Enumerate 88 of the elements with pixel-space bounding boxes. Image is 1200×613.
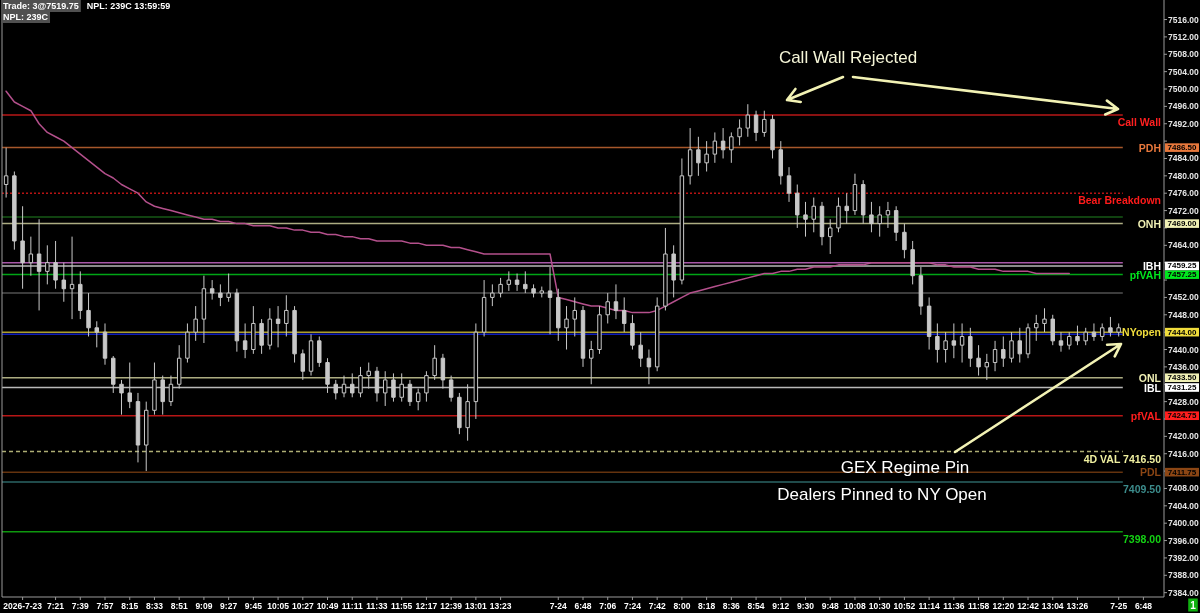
x-tick-label: 7:06 (599, 601, 617, 611)
x-tick-label: 6:48 (574, 601, 592, 611)
y-tick-label: 7476.00 (1168, 188, 1199, 199)
y-tick-label: 7452.00 (1168, 292, 1199, 303)
y-tick-label: 7416.00 (1168, 448, 1199, 459)
y-tick-label: 7472.00 (1168, 205, 1199, 216)
ref-line-label: ONL (1138, 371, 1162, 384)
x-tick-label: 10:30 (868, 601, 891, 611)
ref-line-label: ONH (1137, 217, 1161, 230)
x-tick-label: 10:27 (291, 601, 314, 611)
y-tick-label: 7484.00 (1168, 153, 1199, 164)
x-tick-label: 8:36 (722, 601, 741, 611)
y-tick-label: 7448.00 (1168, 309, 1199, 320)
x-tick-label: 10:52 (893, 601, 916, 611)
x-tick-label: 7:39 (71, 601, 90, 611)
ref-line-label: IBL (1144, 381, 1162, 394)
y-tick-label: 7428.00 (1168, 396, 1199, 407)
ref-line-label: 7409.50 (1123, 482, 1162, 495)
x-tick-label: 11:55 (391, 601, 413, 611)
y-tick-label: 7408.00 (1168, 483, 1199, 494)
annotation: Dealers Pinned to NY Open (777, 484, 987, 504)
x-tick-label: 9:27 (220, 601, 238, 611)
y-tick-label: 7420.00 (1168, 431, 1199, 442)
x-tick-label: 8:00 (673, 601, 691, 611)
y-tick-label: 7392.00 (1168, 552, 1199, 563)
y-tick-label: 7496.00 (1168, 101, 1199, 112)
x-tick-label: 7-25 (1110, 601, 1128, 611)
x-tick-label: 8:54 (747, 601, 765, 611)
x-tick-label: 7:57 (96, 601, 114, 611)
x-tick-label: 6:48 (1134, 601, 1153, 611)
x-tick-label: 12:42 (1017, 601, 1040, 611)
x-tick-label: 12:39 (440, 601, 463, 611)
x-tick-label: 12:17 (415, 601, 438, 611)
ref-line-label: pfVAL (1130, 409, 1162, 422)
x-tick-label: 8:18 (698, 601, 716, 611)
x-tick-label: 13:26 (1066, 601, 1089, 611)
x-tick-label: 13:23 (489, 601, 512, 611)
x-tick-label: 8:33 (145, 601, 164, 611)
x-tick-label: 10:05 (267, 601, 290, 611)
x-tick-label: 9:09 (195, 601, 213, 611)
y-tick-label: 7440.00 (1168, 344, 1199, 355)
x-tick-label: 9:48 (821, 601, 840, 611)
y-tick-label: 7512.00 (1168, 31, 1199, 42)
x-tick-label: 7:42 (648, 601, 666, 611)
y-tick-label: 7508.00 (1168, 49, 1199, 60)
ref-line-label: PDH (1138, 141, 1161, 154)
ref-line-label: IBH (1142, 259, 1161, 272)
x-tick-label: 10:08 (844, 601, 867, 611)
x-tick-label: 11:14 (918, 601, 941, 611)
x-tick-label: 13:04 (1041, 601, 1064, 611)
y-tick-label: 7404.00 (1168, 500, 1199, 511)
x-tick-label: 13:01 (464, 601, 487, 611)
x-tick-label: 9:30 (797, 601, 815, 611)
x-tick-label: 11:36 (943, 601, 965, 611)
y-tick-label: 7400.00 (1168, 518, 1199, 529)
ref-line-label: pfVAH (1129, 269, 1161, 282)
annotation: GEX Regime Pin (840, 457, 970, 477)
ref-line-label: 4D VAL 7416.50 (1083, 452, 1162, 465)
ref-line-label: 7398.00 (1123, 532, 1162, 545)
ref-line-label: Bear Breakdown (1078, 194, 1161, 207)
y-tick-label: 7388.00 (1168, 570, 1199, 581)
x-tick-label: 7:21 (47, 601, 65, 611)
annotation: NPL: 239C 13:59:59 (86, 1, 171, 11)
y-tick-label: 7396.00 (1168, 535, 1199, 546)
y-tick-label: 7492.00 (1168, 118, 1199, 129)
ref-line-label: PDL (1140, 466, 1162, 479)
y-tick-label: 7504.00 (1168, 66, 1199, 77)
y-tick-label: 7480.00 (1168, 170, 1199, 181)
x-tick-label: 12:20 (992, 601, 1015, 611)
annotation: Call Wall Rejected (778, 47, 918, 67)
x-tick-label: 10:49 (316, 601, 339, 611)
x-tick-label: 9:45 (244, 601, 263, 611)
y-tick-label: 7500.00 (1168, 84, 1199, 95)
y-tick-label: 7516.00 (1168, 14, 1199, 25)
x-tick-label: 11:33 (366, 601, 388, 611)
y-tick-label: 7464.00 (1168, 240, 1199, 251)
x-tick-label: 11:58 (967, 601, 990, 611)
x-tick-label: 7-24 (549, 601, 568, 611)
ref-line-label: Call Wall (1117, 116, 1162, 129)
y-tick-label: 7384.00 (1168, 587, 1199, 598)
x-tick-label: 7:24 (623, 601, 642, 611)
ref-line-label: NYopen (1122, 326, 1161, 339)
x-tick-label: 8:15 (121, 601, 139, 611)
x-tick-label: 9:12 (772, 601, 790, 611)
x-tick-label: 8:51 (170, 601, 188, 611)
x-tick-label: 2026-7-23 (3, 601, 43, 611)
x-tick-label: 11:11 (341, 601, 363, 611)
y-tick-label: 7436.00 (1168, 361, 1199, 372)
